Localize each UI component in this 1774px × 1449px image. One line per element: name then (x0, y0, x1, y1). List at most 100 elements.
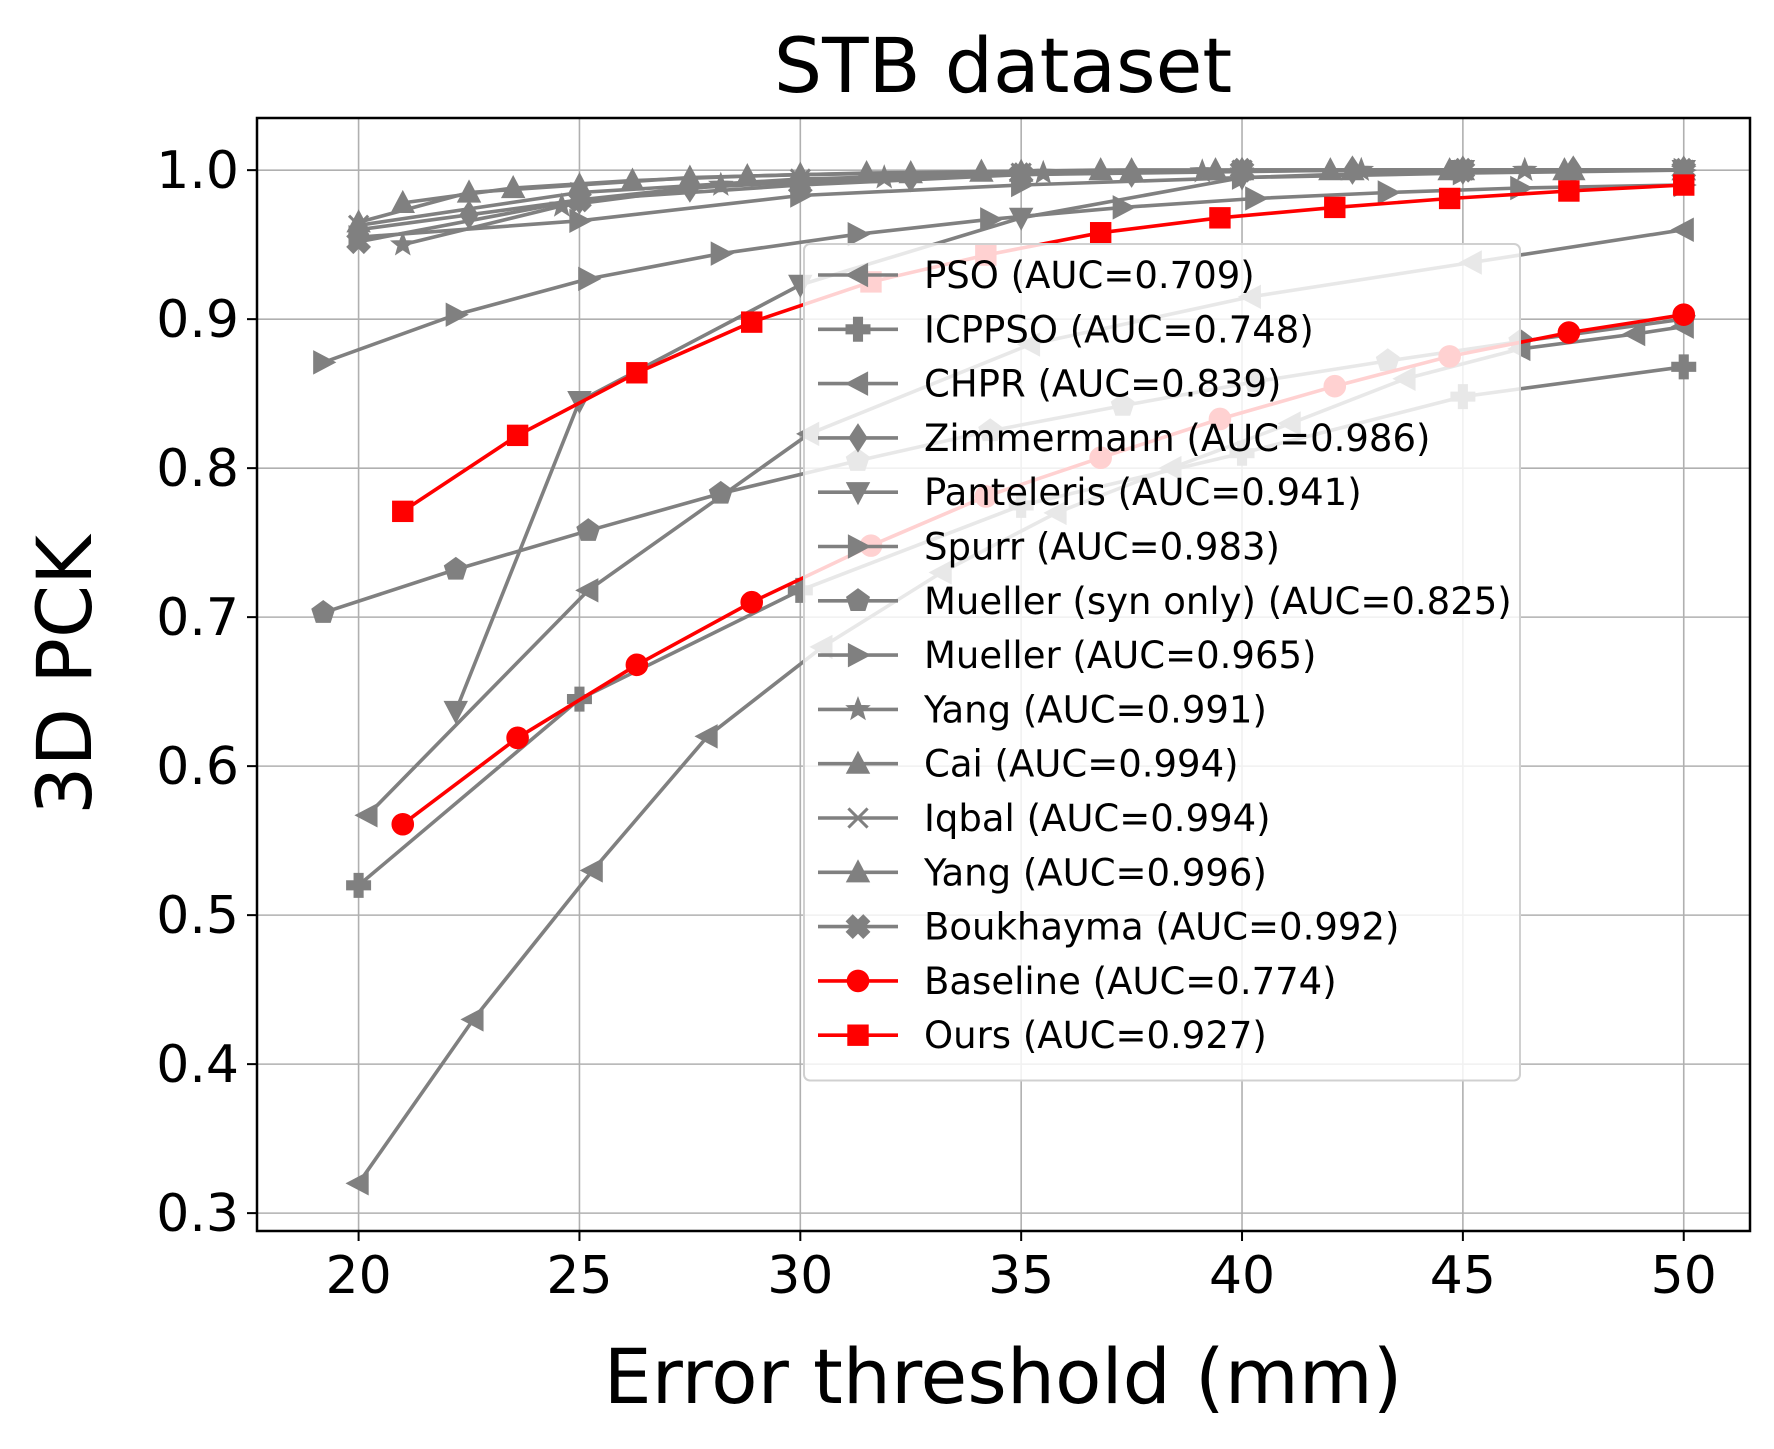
data-point (1557, 321, 1581, 344)
data-point (980, 207, 1004, 232)
data-point (311, 600, 336, 623)
legend-swatch-marker (845, 750, 871, 774)
legend-label: Yang (AUC=0.991) (923, 688, 1267, 731)
legend-swatch-marker (844, 371, 869, 396)
legend-item: Yang (AUC=0.996) (818, 851, 1267, 894)
marker-shape (346, 229, 372, 255)
legend-label: CHPR (AUC=0.839) (924, 363, 1281, 406)
data-point (620, 167, 645, 191)
data-point (389, 231, 416, 256)
x-tick-label: 25 (546, 1246, 612, 1306)
legend-item: Mueller (syn only) (AUC=0.825) (818, 580, 1512, 623)
legend-label: Mueller (syn only) (AUC=0.825) (924, 580, 1512, 623)
data-point (391, 812, 415, 836)
legend-swatch-marker (845, 588, 871, 612)
data-point (392, 500, 414, 523)
y-axis-label: 3D PCK (20, 533, 109, 815)
data-point (346, 872, 372, 898)
marker-shape (567, 187, 592, 213)
x-tick-label: 35 (988, 1246, 1054, 1306)
data-point (575, 578, 599, 603)
data-point (847, 221, 871, 247)
data-point (1671, 354, 1697, 380)
legend-label: Baseline (AUC=0.774) (924, 960, 1337, 1003)
marker-shape (1450, 157, 1476, 183)
data-point (1670, 217, 1694, 242)
legend: PSO (AUC=0.709) ICPPSO (AUC=0.748) CHPR (A… (803, 243, 1521, 1082)
data-point (445, 302, 469, 327)
legend-label: Zimmermann (AUC=0.986) (924, 417, 1430, 460)
series-7 (313, 172, 1697, 375)
data-point (506, 726, 529, 750)
data-point (1622, 321, 1646, 347)
data-point (787, 172, 813, 198)
legend-swatch-marker (845, 316, 871, 342)
legend-item: CHPR (AUC=0.839) (818, 363, 1281, 406)
marker-shape (845, 914, 871, 940)
legend-item: PSO (AUC=0.709) (818, 254, 1255, 297)
legend-item: Panteleris (AUC=0.941) (818, 471, 1362, 514)
legend-swatch-marker (847, 807, 869, 829)
legend-label: Iqbal (AUC=0.994) (924, 797, 1271, 840)
data-point (1673, 174, 1695, 196)
legend-item: Iqbal (AUC=0.994) (818, 797, 1271, 840)
data-point (625, 653, 649, 677)
y-tick-label: 0.4 (156, 1035, 239, 1095)
data-point (741, 311, 763, 333)
data-point (456, 179, 482, 203)
legend-swatch-marker (845, 482, 871, 506)
marker-shape (1229, 157, 1255, 183)
legend-swatch-marker (845, 914, 871, 940)
legend-label: Yang (AUC=0.996) (923, 851, 1267, 894)
legend-item: ICPPSO (AUC=0.748) (818, 308, 1314, 351)
legend-label: Mueller (AUC=0.965) (924, 634, 1316, 677)
legend-label: Panteleris (AUC=0.941) (924, 471, 1362, 514)
series-12 (346, 157, 1697, 255)
data-point (1008, 162, 1034, 188)
y-tick-label: 0.9 (156, 290, 239, 350)
data-point (346, 229, 372, 255)
x-tick-label: 45 (1430, 1246, 1496, 1306)
data-point (1209, 207, 1231, 229)
x-tick-label: 20 (326, 1246, 392, 1306)
x-axis-label: Error threshold (mm) (604, 1332, 1403, 1421)
data-point (708, 480, 733, 504)
data-point (569, 208, 593, 234)
data-point (1377, 180, 1401, 205)
legend-label: Ours (AUC=0.927) (924, 1014, 1267, 1057)
legend-swatch-marker (847, 534, 872, 559)
legend-item: Mueller (AUC=0.965) (818, 634, 1316, 677)
plot-frame (255, 116, 1752, 1233)
data-point (1672, 303, 1696, 326)
legend-item: Ours (AUC=0.927) (818, 1014, 1267, 1057)
y-tick-label: 0.5 (156, 886, 239, 946)
x-tick-label: 50 (1651, 1246, 1717, 1306)
legend-swatch-marker (848, 423, 868, 453)
legend-swatch-marker (847, 642, 872, 668)
data-point (313, 350, 337, 375)
data-point (354, 803, 378, 828)
legend-item: Spurr (AUC=0.983) (818, 526, 1280, 569)
legend-swatch-marker (845, 695, 871, 721)
marker-shape (787, 172, 813, 198)
y-tick-label: 0.3 (156, 1184, 239, 1244)
x-tick-label: 40 (1209, 1246, 1275, 1306)
data-point (1245, 186, 1269, 211)
y-tick-label: 1.0 (156, 141, 239, 201)
legend-label: Cai (AUC=0.994) (924, 743, 1239, 786)
data-point (567, 187, 592, 213)
legend-label: Boukhayma (AUC=0.992) (924, 906, 1399, 949)
data-point (443, 700, 469, 725)
data-point (460, 1007, 484, 1032)
tick-layer: 20 25 30 35 40 45 50 0.3 0.4 0.5 0.6 0.7 0.8 0.9 1.0 (156, 141, 1717, 1306)
data-point (735, 163, 760, 187)
marker-shape (1008, 162, 1034, 188)
data-point (1112, 195, 1136, 220)
data-point (443, 556, 468, 580)
legend-swatch-marker (845, 859, 871, 883)
data-point (740, 590, 764, 614)
legend-item: Cai (AUC=0.994) (818, 743, 1239, 786)
chart-title: STB dataset (774, 21, 1232, 110)
